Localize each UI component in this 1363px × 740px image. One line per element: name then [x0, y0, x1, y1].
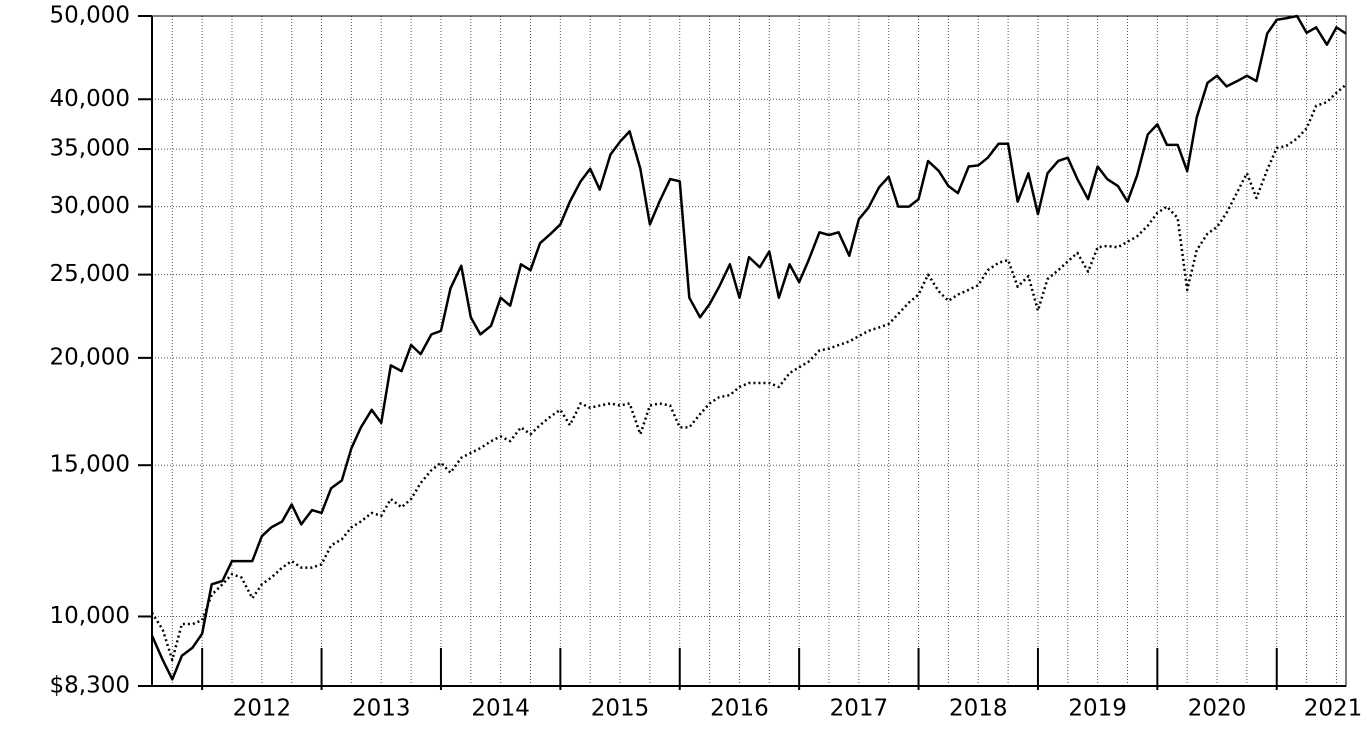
x-tick-label: 2018	[949, 696, 1008, 722]
y-tick-label: 35,000	[50, 136, 130, 162]
y-tick-label: 50,000	[50, 3, 130, 29]
x-tick-label: 2020	[1188, 696, 1247, 722]
series-line	[150, 14, 1347, 681]
y-tick-label: 30,000	[50, 193, 130, 219]
y-tick-label: 15,000	[50, 452, 130, 478]
x-tick-label: 2016	[710, 696, 769, 722]
x-tick-label: 2015	[591, 696, 650, 722]
x-tick-label: 2017	[830, 696, 889, 722]
x-tick-label: 2013	[352, 696, 411, 722]
y-tick-label: 40,000	[50, 86, 130, 112]
y-tick-label: 20,000	[50, 344, 130, 370]
series-line	[150, 83, 1347, 662]
y-tick-label: 25,000	[50, 261, 130, 287]
y-tick-label: 10,000	[50, 603, 130, 629]
x-tick-label: 2014	[471, 696, 530, 722]
x-tick-label: 2019	[1068, 696, 1127, 722]
x-tick-label: 2021	[1304, 696, 1363, 722]
x-tick-label: 2012	[233, 696, 292, 722]
y-tick-label: $8,300	[50, 673, 130, 699]
plot-frame	[151, 15, 1347, 687]
